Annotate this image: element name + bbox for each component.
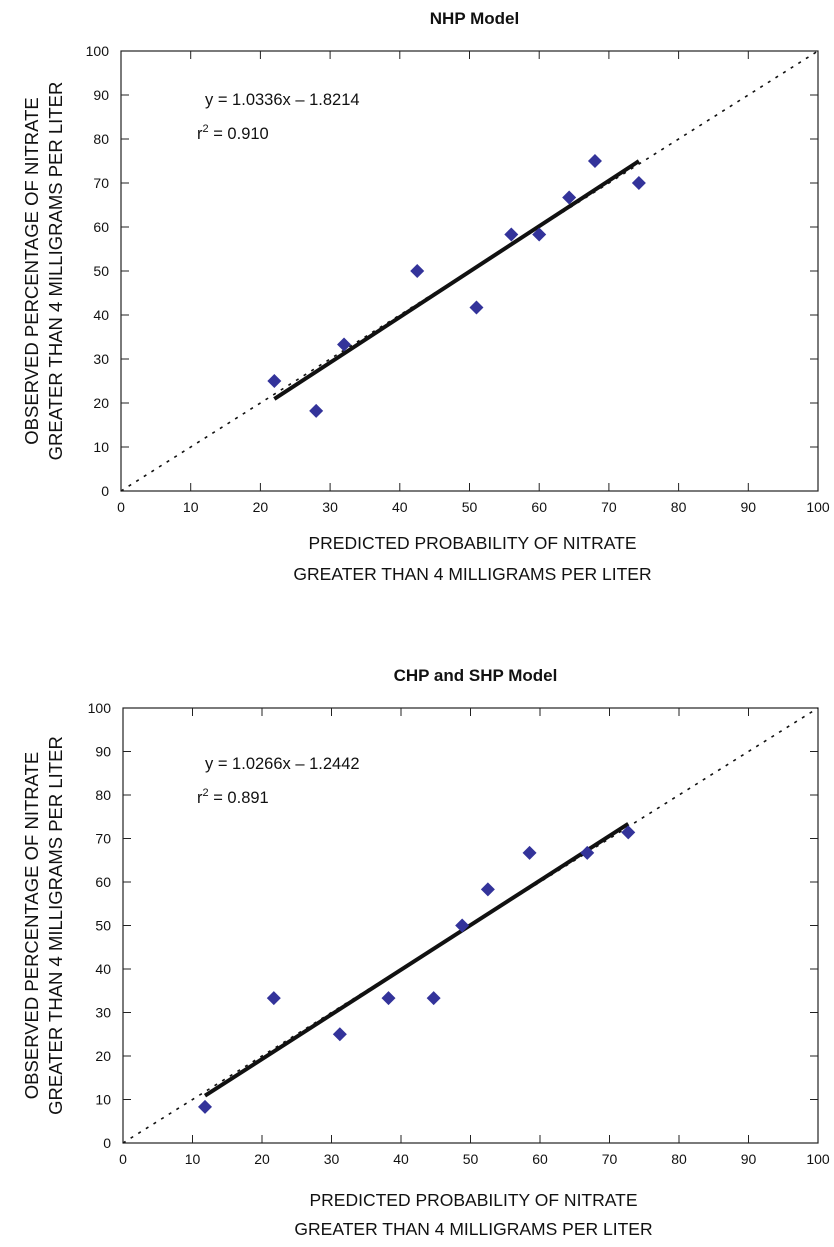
one-to-one-reference-line xyxy=(122,707,819,1144)
y-tick-label: 40 xyxy=(93,307,109,323)
x-axis-label-line-2: GREATER THAN 4 MILLIGRAMS PER LITER xyxy=(293,564,651,584)
data-point xyxy=(198,1099,213,1114)
x-tick-label: 20 xyxy=(254,1151,270,1167)
regression-line xyxy=(273,159,640,401)
data-point xyxy=(337,337,352,352)
y-tick-label: 40 xyxy=(95,961,111,977)
x-tick-label: 70 xyxy=(601,499,617,515)
x-tick-label: 40 xyxy=(392,499,408,515)
x-axis-label-line-1: PREDICTED PROBABILITY OF NITRATE xyxy=(308,533,636,553)
y-tick-label: 70 xyxy=(93,175,109,191)
x-tick-label: 90 xyxy=(741,499,757,515)
x-tick-label: 70 xyxy=(602,1151,618,1167)
data-point xyxy=(267,374,282,388)
y-tick-label: 80 xyxy=(95,787,111,803)
x-tick-label: 0 xyxy=(119,1151,127,1167)
y-tick-label: 50 xyxy=(93,263,109,279)
y-tick-label: 0 xyxy=(103,1135,111,1151)
chart-1: NHP Model 0 10 20 30 40 50 60 70 80 90 100 0 10 20 30 40… xyxy=(21,9,830,584)
r-squared-value: = 0.910 xyxy=(209,125,269,143)
r-squared-symbol: r xyxy=(197,789,203,807)
regression-line xyxy=(203,822,630,1098)
regression-equation: y = 1.0266x – 1.2442 xyxy=(205,755,360,773)
data-point xyxy=(332,1027,347,1042)
data-point xyxy=(580,845,595,860)
chart-title: CHP and SHP Model xyxy=(394,666,558,685)
data-point xyxy=(621,825,636,840)
x-tick-label: 10 xyxy=(185,1151,201,1167)
y-axis-label-line-1: OBSERVED PERCENTAGE OF NITRATE xyxy=(21,752,42,1099)
y-tick-label: 50 xyxy=(95,918,111,934)
data-point xyxy=(410,264,425,278)
y-tick-label: 0 xyxy=(101,483,109,499)
x-tick-label: 100 xyxy=(806,1151,830,1167)
x-tick-label: 0 xyxy=(117,499,125,515)
x-tick-label: 50 xyxy=(462,499,478,515)
y-axis-label-line-2: GREATER THAN 4 MILLIGRAMS PER LITER xyxy=(45,82,66,461)
y-tick-label: 80 xyxy=(93,131,109,147)
data-point xyxy=(381,991,396,1006)
y-tick-label: 90 xyxy=(93,87,109,103)
data-point xyxy=(469,300,484,315)
r-squared: r2 = 0.891 xyxy=(197,787,269,807)
y-tick-label: 10 xyxy=(93,439,109,455)
y-tick-label: 30 xyxy=(95,1005,111,1021)
x-tick-label: 60 xyxy=(531,499,547,515)
x-tick-label: 10 xyxy=(183,499,199,515)
data-point xyxy=(504,227,519,242)
data-point xyxy=(522,845,537,860)
x-tick-label: 40 xyxy=(393,1151,409,1167)
y-tick-label: 100 xyxy=(88,700,112,716)
y-tick-label: 70 xyxy=(95,831,111,847)
y-tick-label: 10 xyxy=(95,1092,111,1108)
data-point xyxy=(455,918,470,933)
chart-2: CHP and SHP Model 0 10 20 30 40 50 60 70 80 90 100 0… xyxy=(21,666,830,1239)
data-point xyxy=(532,227,547,242)
x-tick-label: 20 xyxy=(253,499,269,515)
data-point xyxy=(562,190,577,205)
y-tick-label: 60 xyxy=(93,219,109,235)
r-squared-exponent: 2 xyxy=(203,787,209,799)
data-point xyxy=(309,403,324,418)
data-point xyxy=(426,991,441,1006)
y-tick-label: 90 xyxy=(95,744,111,760)
y-tick-label: 30 xyxy=(93,351,109,367)
x-tick-label: 30 xyxy=(322,499,338,515)
y-tick-label: 20 xyxy=(95,1048,111,1064)
x-tick-label: 80 xyxy=(671,1151,687,1167)
x-axis-label-line-2: GREATER THAN 4 MILLIGRAMS PER LITER xyxy=(294,1219,652,1239)
x-tick-label: 80 xyxy=(671,499,687,515)
regression-equation: y = 1.0336x – 1.8214 xyxy=(205,91,360,109)
y-tick-label: 60 xyxy=(95,874,111,890)
one-to-one-reference-line xyxy=(120,50,819,492)
y-tick-label: 100 xyxy=(86,43,110,59)
y-tick-label: 20 xyxy=(93,395,109,411)
x-axis-label-line-1: PREDICTED PROBABILITY OF NITRATE xyxy=(309,1190,637,1210)
y-axis-label-line-1: OBSERVED PERCENTAGE OF NITRATE xyxy=(21,97,42,444)
data-point xyxy=(480,882,495,897)
r-squared-symbol: r xyxy=(197,125,203,143)
r-squared-value: = 0.891 xyxy=(209,789,269,807)
data-point xyxy=(631,176,646,190)
data-point xyxy=(266,991,281,1006)
x-tick-label: 30 xyxy=(324,1151,340,1167)
r-squared: r2 = 0.910 xyxy=(197,123,269,143)
r-squared-exponent: 2 xyxy=(203,123,209,135)
x-tick-label: 50 xyxy=(463,1151,479,1167)
x-tick-label: 100 xyxy=(806,499,830,515)
x-tick-label: 60 xyxy=(532,1151,548,1167)
y-axis-label-line-2: GREATER THAN 4 MILLIGRAMS PER LITER xyxy=(45,736,66,1115)
data-point xyxy=(587,154,602,168)
x-tick-label: 90 xyxy=(741,1151,757,1167)
chart-title: NHP Model xyxy=(430,9,519,28)
